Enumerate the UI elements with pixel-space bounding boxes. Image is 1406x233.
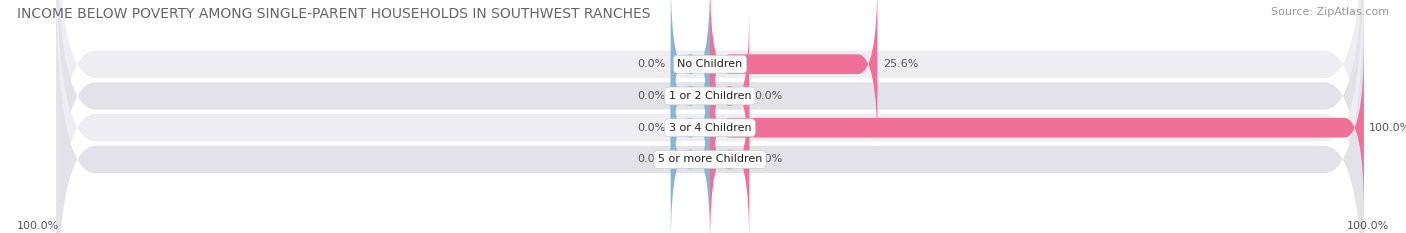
Text: 100.0%: 100.0% [17, 221, 59, 231]
Text: 25.6%: 25.6% [883, 59, 918, 69]
Text: 100.0%: 100.0% [1369, 123, 1406, 133]
FancyBboxPatch shape [671, 42, 710, 213]
FancyBboxPatch shape [671, 74, 710, 233]
FancyBboxPatch shape [710, 74, 749, 233]
FancyBboxPatch shape [710, 0, 877, 150]
FancyBboxPatch shape [56, 0, 1364, 233]
Text: 100.0%: 100.0% [1347, 221, 1389, 231]
Text: 0.0%: 0.0% [755, 154, 783, 164]
FancyBboxPatch shape [671, 0, 710, 150]
Text: 5 or more Children: 5 or more Children [658, 154, 762, 164]
FancyBboxPatch shape [671, 10, 710, 182]
Text: 0.0%: 0.0% [637, 123, 665, 133]
Text: 0.0%: 0.0% [637, 59, 665, 69]
Text: No Children: No Children [678, 59, 742, 69]
Text: 0.0%: 0.0% [637, 91, 665, 101]
Text: 3 or 4 Children: 3 or 4 Children [669, 123, 751, 133]
FancyBboxPatch shape [710, 10, 749, 182]
Text: 0.0%: 0.0% [755, 91, 783, 101]
Text: 0.0%: 0.0% [637, 154, 665, 164]
Text: Source: ZipAtlas.com: Source: ZipAtlas.com [1271, 7, 1389, 17]
Text: 1 or 2 Children: 1 or 2 Children [669, 91, 751, 101]
FancyBboxPatch shape [56, 0, 1364, 233]
Text: INCOME BELOW POVERTY AMONG SINGLE-PARENT HOUSEHOLDS IN SOUTHWEST RANCHES: INCOME BELOW POVERTY AMONG SINGLE-PARENT… [17, 7, 651, 21]
FancyBboxPatch shape [710, 42, 1364, 213]
FancyBboxPatch shape [56, 0, 1364, 233]
FancyBboxPatch shape [56, 0, 1364, 233]
